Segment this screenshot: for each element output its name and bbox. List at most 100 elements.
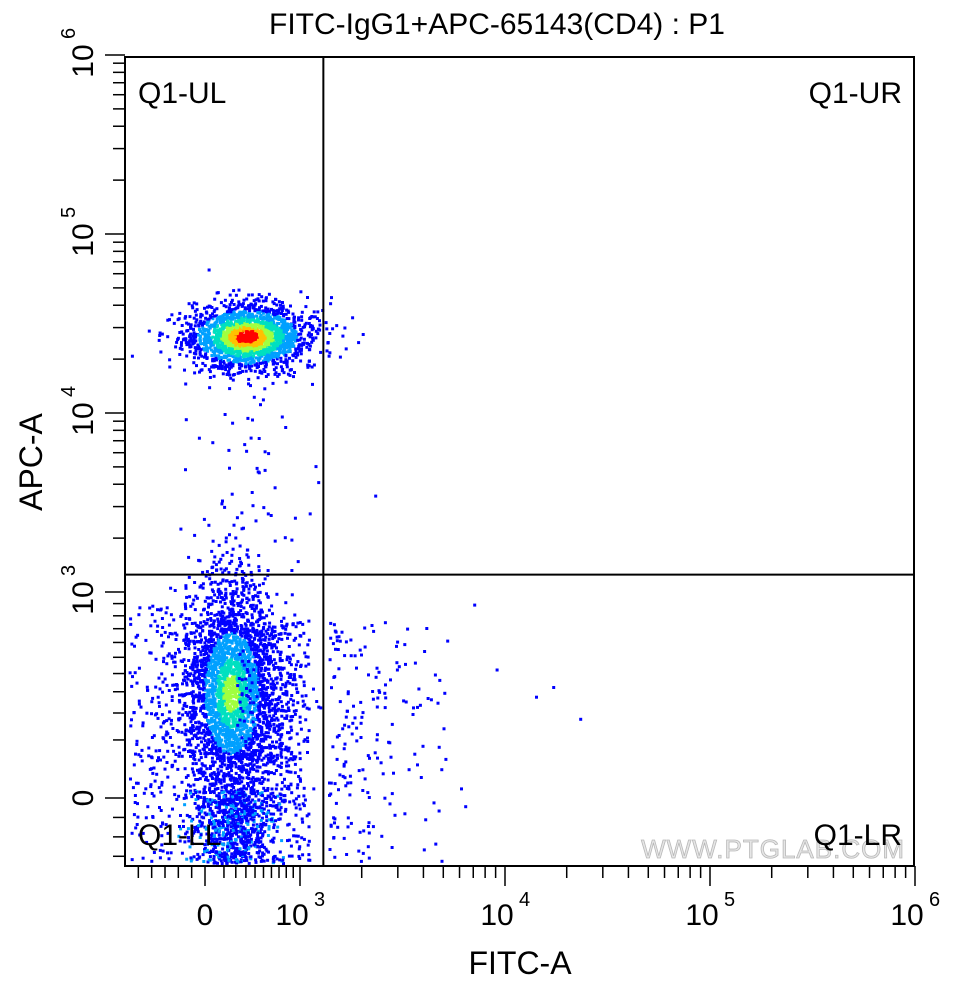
event-dot bbox=[297, 323, 301, 327]
event-dot bbox=[223, 784, 227, 788]
event-dot bbox=[219, 707, 223, 711]
event-dot bbox=[259, 688, 263, 691]
event-dot bbox=[232, 313, 236, 317]
event-dot bbox=[252, 328, 256, 332]
event-dot bbox=[266, 353, 270, 357]
event-dot bbox=[191, 749, 195, 753]
event-dot bbox=[248, 638, 252, 642]
event-dot bbox=[225, 639, 229, 643]
event-dot bbox=[232, 311, 236, 315]
event-dot bbox=[229, 625, 233, 629]
event-dot bbox=[218, 361, 222, 365]
event-dot bbox=[232, 289, 236, 293]
event-dot bbox=[239, 303, 242, 307]
event-dot bbox=[212, 560, 216, 564]
event-dot bbox=[264, 375, 268, 378]
event-dot bbox=[270, 702, 274, 706]
event-dot bbox=[246, 346, 250, 350]
event-dot bbox=[263, 357, 267, 361]
event-dot bbox=[232, 308, 236, 312]
event-dot bbox=[197, 699, 201, 703]
event-dot bbox=[206, 741, 209, 745]
event-dot bbox=[230, 712, 234, 716]
event-dot bbox=[151, 696, 155, 700]
event-dot bbox=[245, 449, 249, 453]
event-dot bbox=[221, 757, 225, 761]
event-dot bbox=[263, 364, 267, 368]
event-dot bbox=[214, 733, 218, 737]
event-dot bbox=[242, 354, 245, 358]
event-dot bbox=[218, 624, 222, 628]
event-dot bbox=[241, 336, 245, 340]
event-dot bbox=[198, 687, 202, 691]
event-dot bbox=[311, 382, 314, 386]
event-dot bbox=[237, 774, 241, 777]
event-dot bbox=[273, 629, 277, 633]
event-dot bbox=[328, 351, 332, 355]
event-dot bbox=[183, 646, 187, 650]
event-dot bbox=[190, 795, 194, 799]
event-dot bbox=[199, 653, 203, 657]
event-dot bbox=[223, 354, 227, 358]
event-dot bbox=[198, 352, 202, 356]
event-dot bbox=[195, 682, 199, 686]
event-dot bbox=[189, 754, 192, 758]
event-dot bbox=[278, 345, 282, 349]
event-dot bbox=[280, 704, 284, 708]
event-dot bbox=[246, 630, 250, 634]
event-dot bbox=[297, 343, 301, 347]
event-dot bbox=[183, 679, 187, 683]
event-dot bbox=[267, 343, 271, 347]
event-dot bbox=[250, 578, 254, 582]
event-dot bbox=[225, 656, 229, 660]
event-dot bbox=[222, 686, 226, 690]
event-dot bbox=[189, 706, 193, 709]
event-dot bbox=[286, 339, 289, 343]
event-dot bbox=[249, 570, 253, 574]
event-dot bbox=[254, 690, 258, 694]
event-dot bbox=[231, 608, 235, 612]
event-dot bbox=[268, 727, 272, 731]
event-dot bbox=[280, 309, 284, 313]
event-dot bbox=[245, 643, 249, 647]
event-dot bbox=[172, 683, 176, 687]
event-dot bbox=[212, 671, 216, 675]
event-dot bbox=[250, 339, 254, 343]
event-dot bbox=[193, 652, 197, 655]
event-dot bbox=[293, 337, 296, 341]
event-dot bbox=[216, 694, 219, 698]
event-dot bbox=[251, 716, 255, 720]
event-dot bbox=[167, 623, 171, 627]
event-dot bbox=[244, 365, 247, 369]
event-dot bbox=[232, 740, 236, 744]
event-dot bbox=[266, 655, 269, 659]
event-dot bbox=[285, 331, 289, 335]
event-dot bbox=[267, 667, 271, 671]
event-dot bbox=[246, 342, 250, 346]
event-dot bbox=[222, 707, 226, 711]
event-dot bbox=[248, 757, 252, 761]
event-dot bbox=[208, 711, 212, 715]
event-dot bbox=[194, 339, 198, 343]
event-dot bbox=[223, 654, 226, 658]
event-dot bbox=[207, 640, 211, 644]
event-dot bbox=[199, 319, 203, 323]
event-dot bbox=[280, 318, 284, 322]
event-dot bbox=[222, 657, 225, 661]
event-dot bbox=[286, 671, 290, 675]
event-dot bbox=[215, 358, 219, 362]
event-dot bbox=[228, 333, 232, 337]
event-dot bbox=[287, 770, 291, 774]
event-dot bbox=[255, 685, 259, 689]
event-dot bbox=[248, 367, 252, 371]
event-dot bbox=[276, 729, 280, 733]
event-dot bbox=[264, 714, 268, 717]
event-dot bbox=[208, 708, 212, 711]
event-dot bbox=[315, 700, 319, 703]
event-dot bbox=[282, 313, 286, 316]
event-dot bbox=[168, 736, 172, 739]
event-dot bbox=[181, 819, 185, 823]
event-dot bbox=[173, 589, 177, 592]
event-dot bbox=[240, 753, 244, 756]
event-dot bbox=[285, 622, 289, 626]
